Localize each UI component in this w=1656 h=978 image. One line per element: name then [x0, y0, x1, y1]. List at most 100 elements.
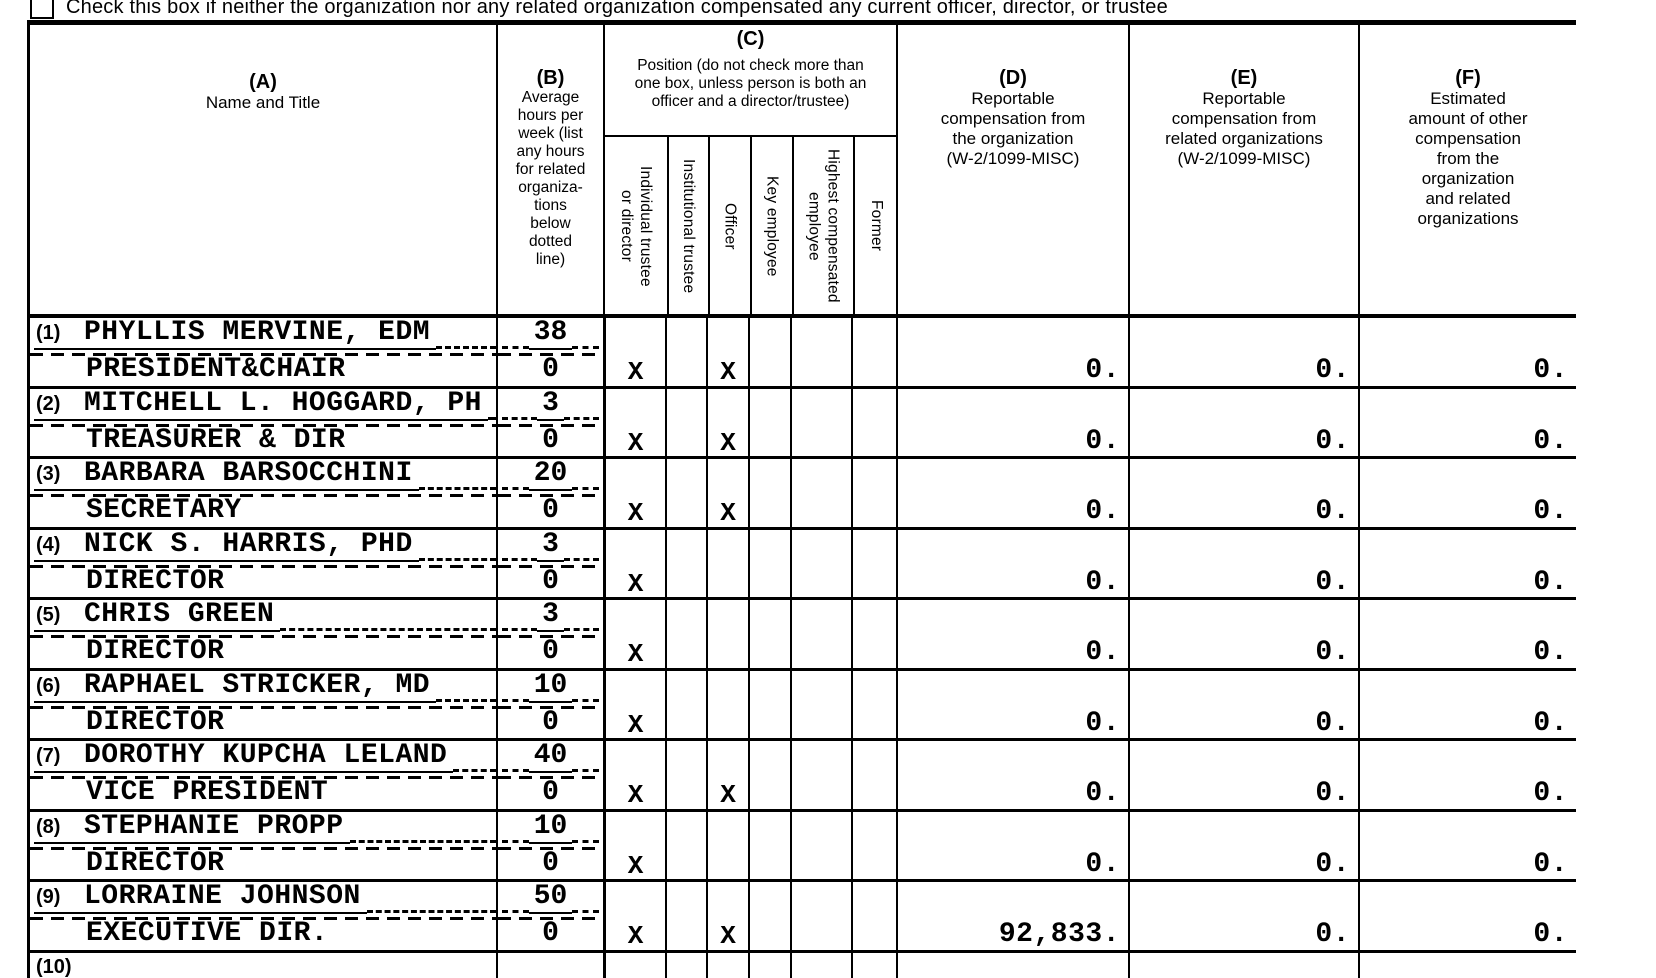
col-e-tag: (E): [1230, 67, 1258, 89]
mark-individual-trustee: X: [603, 388, 665, 457]
comp-from-org: 0.: [896, 670, 1128, 739]
related-hours: 0: [542, 847, 559, 879]
name-title-cell: (4) NICK S. HARRIS, PHD DIRECTOR: [30, 530, 496, 598]
officer-name: RAPHAEL STRICKER, MD: [84, 669, 431, 701]
entry-line-dashes: [487, 416, 496, 420]
comp-from-org: 0.: [896, 741, 1128, 809]
entry-line-dashes: [349, 839, 496, 843]
subcol-key-employee: Key employee: [750, 137, 792, 314]
hours-cell: 40 0: [496, 741, 603, 809]
mark-highest-compensated: [790, 882, 851, 950]
comp-from-related: 0.: [1128, 529, 1358, 598]
hours-cell: 20 0: [496, 459, 603, 527]
comp-from-related: 0.: [1128, 459, 1358, 527]
subcol-highest-compensated: Highest compensated employee: [792, 137, 853, 314]
table-row: (10): [30, 952, 1576, 978]
mark-officer: [706, 529, 748, 598]
row-number: (9): [36, 886, 61, 908]
comp-from-org: [896, 952, 1128, 978]
table-row: (7) DOROTHY KUPCHA LELAND VICE PRESIDENT…: [30, 741, 1576, 812]
mark-individual-trustee: X: [603, 670, 665, 739]
col-e-label: Reportable compensation from related org…: [1165, 89, 1323, 168]
entry-line-dashes: [280, 628, 496, 631]
comp-from-org: 92,833.: [896, 882, 1128, 950]
col-f-header: (F) Estimated amount of other compensati…: [1358, 25, 1576, 314]
related-hours: 0: [542, 495, 559, 526]
officer-name: NICK S. HARRIS, PHD: [84, 528, 413, 560]
related-hours: 0: [542, 706, 559, 738]
comp-other: 0.: [1358, 741, 1576, 809]
comp-from-related: [1128, 952, 1358, 978]
comp-from-related: 0.: [1128, 811, 1358, 880]
col-a-label: Name and Title: [205, 93, 321, 112]
comp-from-related: 0.: [1128, 670, 1358, 739]
avg-hours: 10: [528, 812, 573, 844]
comp-from-related: 0.: [1128, 388, 1358, 457]
entry-line-dashes: [366, 910, 496, 913]
mark-former: [851, 882, 896, 950]
mark-individual-trustee: X: [603, 459, 665, 527]
comp-other: 0.: [1358, 882, 1576, 950]
comp-from-org: 0.: [896, 318, 1128, 386]
officer-title: DIRECTOR: [86, 565, 225, 597]
avg-hours: 20: [528, 460, 573, 491]
officer-name: CHRIS GREEN: [84, 599, 275, 630]
comp-other: 0.: [1358, 600, 1576, 668]
avg-hours: 3: [537, 389, 564, 421]
mark-institutional-trustee: [665, 318, 706, 386]
related-hours: 0: [542, 565, 559, 597]
mark-officer: X: [706, 882, 748, 950]
subcol-former: Former: [853, 137, 898, 314]
comp-from-related: 0.: [1128, 318, 1358, 386]
mark-institutional-trustee: [665, 600, 706, 668]
mark-former: [851, 388, 896, 457]
comp-from-related: 0.: [1128, 741, 1358, 809]
row-number: (8): [36, 815, 61, 838]
avg-hours: 10: [528, 671, 573, 703]
col-c-tag: (C): [736, 28, 765, 50]
mark-key-employee: [748, 882, 790, 950]
mark-institutional-trustee: [665, 952, 706, 978]
row-number: (7): [36, 745, 61, 767]
no-compensation-checkbox[interactable]: [30, 0, 54, 19]
officer-title: TREASURER & DIR: [86, 424, 346, 456]
comp-from-related: 0.: [1128, 600, 1358, 668]
related-hours: 0: [542, 918, 559, 949]
mark-individual-trustee: [603, 952, 665, 978]
officer-title: VICE PRESIDENT: [86, 777, 329, 808]
mark-officer: [706, 952, 748, 978]
officer-title: SECRETARY: [86, 495, 242, 526]
comp-from-org: 0.: [896, 600, 1128, 668]
mark-highest-compensated: [790, 529, 851, 598]
hours-cell: 50 0: [496, 882, 603, 950]
comp-from-org: 0.: [896, 529, 1128, 598]
hours-cell: 10 0: [496, 811, 603, 880]
officer-name: PHYLLIS MERVINE, EDM: [84, 317, 431, 348]
col-b-header: (B) Average hours per week (list any hou…: [496, 25, 603, 314]
mark-officer: [706, 811, 748, 880]
position-subcolumns: Individual trustee or director Instituti…: [605, 137, 896, 314]
mark-individual-trustee: X: [603, 741, 665, 809]
col-d-tag: (D): [999, 67, 1027, 89]
mark-individual-trustee: X: [603, 811, 665, 880]
related-hours: 0: [542, 636, 559, 667]
avg-hours: 3: [537, 601, 564, 632]
mark-key-employee: [748, 388, 790, 457]
comp-from-org: 0.: [896, 811, 1128, 880]
mark-highest-compensated: [790, 388, 851, 457]
hours-cell: 38 0: [496, 318, 603, 386]
mark-former: [851, 952, 896, 978]
officer-compensation-table: (A) Name and Title (B) Average hours per…: [27, 20, 1576, 978]
name-title-cell: (6) RAPHAEL STRICKER, MD DIRECTOR: [30, 671, 496, 739]
mark-officer: X: [706, 318, 748, 386]
mark-institutional-trustee: [665, 670, 706, 739]
officer-title: PRESIDENT&CHAIR: [86, 354, 346, 385]
name-title-cell: (3) BARBARA BARSOCCHINI SECRETARY: [30, 459, 496, 527]
no-compensation-label: Check this box if neither the organizati…: [66, 0, 1168, 18]
officer-name: BARBARA BARSOCCHINI: [84, 458, 413, 489]
mark-highest-compensated: [790, 952, 851, 978]
table-row: (2) MITCHELL L. HOGGARD, PH TREASURER & …: [30, 388, 1576, 459]
row-number: (2): [36, 392, 61, 415]
name-title-cell: (1) PHYLLIS MERVINE, EDM PRESIDENT&CHAIR: [30, 318, 496, 386]
col-c-position-note: (C) Position (do not check more than one…: [605, 25, 896, 137]
